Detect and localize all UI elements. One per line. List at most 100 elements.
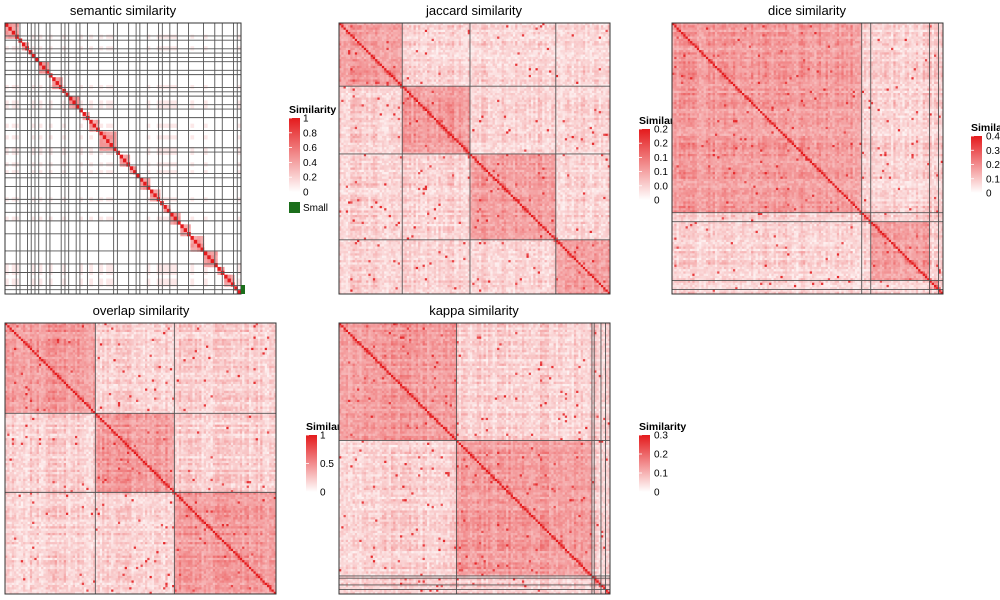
heatmap-cell [153,189,157,193]
panel-title: jaccard similarity [425,3,523,18]
heatmap-cell [12,35,16,39]
heatmap-cell [194,236,198,240]
heatmap-cell [39,267,43,271]
heatmap-cell [204,267,208,271]
heatmap-cell [190,162,194,166]
heatmap-cell [89,100,93,104]
heatmap-cell [15,267,19,271]
heatmap-cell [190,279,194,283]
heatmap-cell [197,244,201,248]
heatmap-cell [228,282,232,286]
heatmap-cell [163,100,167,104]
heatmap-cell [174,46,178,50]
heatmap-cell [15,46,19,50]
heatmap-cell [153,193,157,197]
heatmap-cell [5,31,9,35]
heatmap-cell [170,151,174,155]
heatmap-cell [197,240,201,244]
heatmap-cell [99,267,103,271]
heatmap-cell [99,217,103,221]
heatmap-cell [190,124,194,128]
heatmap-cell [163,135,167,139]
heatmap-cell [62,267,66,271]
heatmap-cell [39,100,43,104]
heatmap-cell [5,23,9,27]
heatmap-cell [106,279,110,283]
heatmap-cell [39,151,43,155]
heatmap-cell [123,162,127,166]
heatmap-cell [190,282,194,286]
heatmap-cell [12,135,16,139]
legend-tick-label: 0 [303,188,309,199]
heatmap-cell [224,279,228,283]
heatmap-cell [5,100,9,104]
heatmap-cell [99,100,103,104]
heatmap-cell [110,35,114,39]
heatmap-cell [62,279,66,283]
heatmap-cell [99,279,103,283]
heatmap-cell [231,282,235,286]
heatmap-cell [170,135,174,139]
heatmap-cell [5,267,9,271]
heatmap-cell [170,46,174,50]
heatmap-cell [207,259,211,263]
heatmap-cell [89,124,93,128]
heatmap-cell [106,143,110,147]
heatmap-figure: semantic similarity Similarity Small 10.… [0,0,1000,600]
heatmap-cell [110,282,114,286]
heatmap-cell [106,100,110,104]
heatmap-cell [96,120,100,124]
heatmap-cell [170,282,174,286]
heatmap-cell [62,151,66,155]
heatmap-cell [106,282,110,286]
heatmap-cell [99,135,103,139]
heatmap-cell [5,217,9,221]
heatmap-cell [163,124,167,128]
heatmap-cell [110,131,114,135]
heatmap-cell [174,162,178,166]
heatmap-cell [106,217,110,221]
heatmap-cell [49,279,53,283]
heatmap-cell [204,259,208,263]
heatmap-cell [12,279,16,283]
heatmap-cell [12,162,16,166]
heatmap-cell [163,267,167,271]
heatmap-cell [49,85,53,89]
heatmap-cell [8,27,12,31]
heatmap-cell [204,124,208,128]
heatmap-cell [39,62,43,66]
heatmap-cell [83,112,87,116]
heatmap-cell [170,35,174,39]
heatmap-cell [52,81,56,85]
heatmap-cell [89,151,93,155]
heatmap-cell [89,282,93,286]
heatmap-cell [49,46,53,50]
heatmap-cell [174,135,178,139]
heatmap-cell [110,217,114,221]
heatmap-cell [103,139,107,143]
heatmap-cell [39,279,43,283]
heatmap-cell [228,279,232,283]
heatmap-cells [5,23,245,294]
heatmap-cell [62,85,66,89]
heatmap-cell [150,193,154,197]
heatmap-cell [174,279,178,283]
heatmap-cell [184,224,188,228]
heatmap-cell [197,236,201,240]
heatmap-cell [120,162,124,166]
heatmap-cell [174,151,178,155]
heatmap-cell [49,151,53,155]
heatmap-cell [49,124,53,128]
heatmap-cell [103,143,107,147]
heatmap-cell [5,124,9,128]
heatmap-cell [194,244,198,248]
heatmap-cell [5,162,9,166]
heatmap-cells [339,23,610,294]
heatmap-cell [39,135,43,139]
heatmap-cell [228,275,232,279]
heatmap-cell [211,251,215,255]
heatmap-cell [12,23,16,27]
heatmap-cell [190,135,194,139]
panel-title: semantic similarity [70,3,177,18]
heatmap-cell [99,124,103,128]
